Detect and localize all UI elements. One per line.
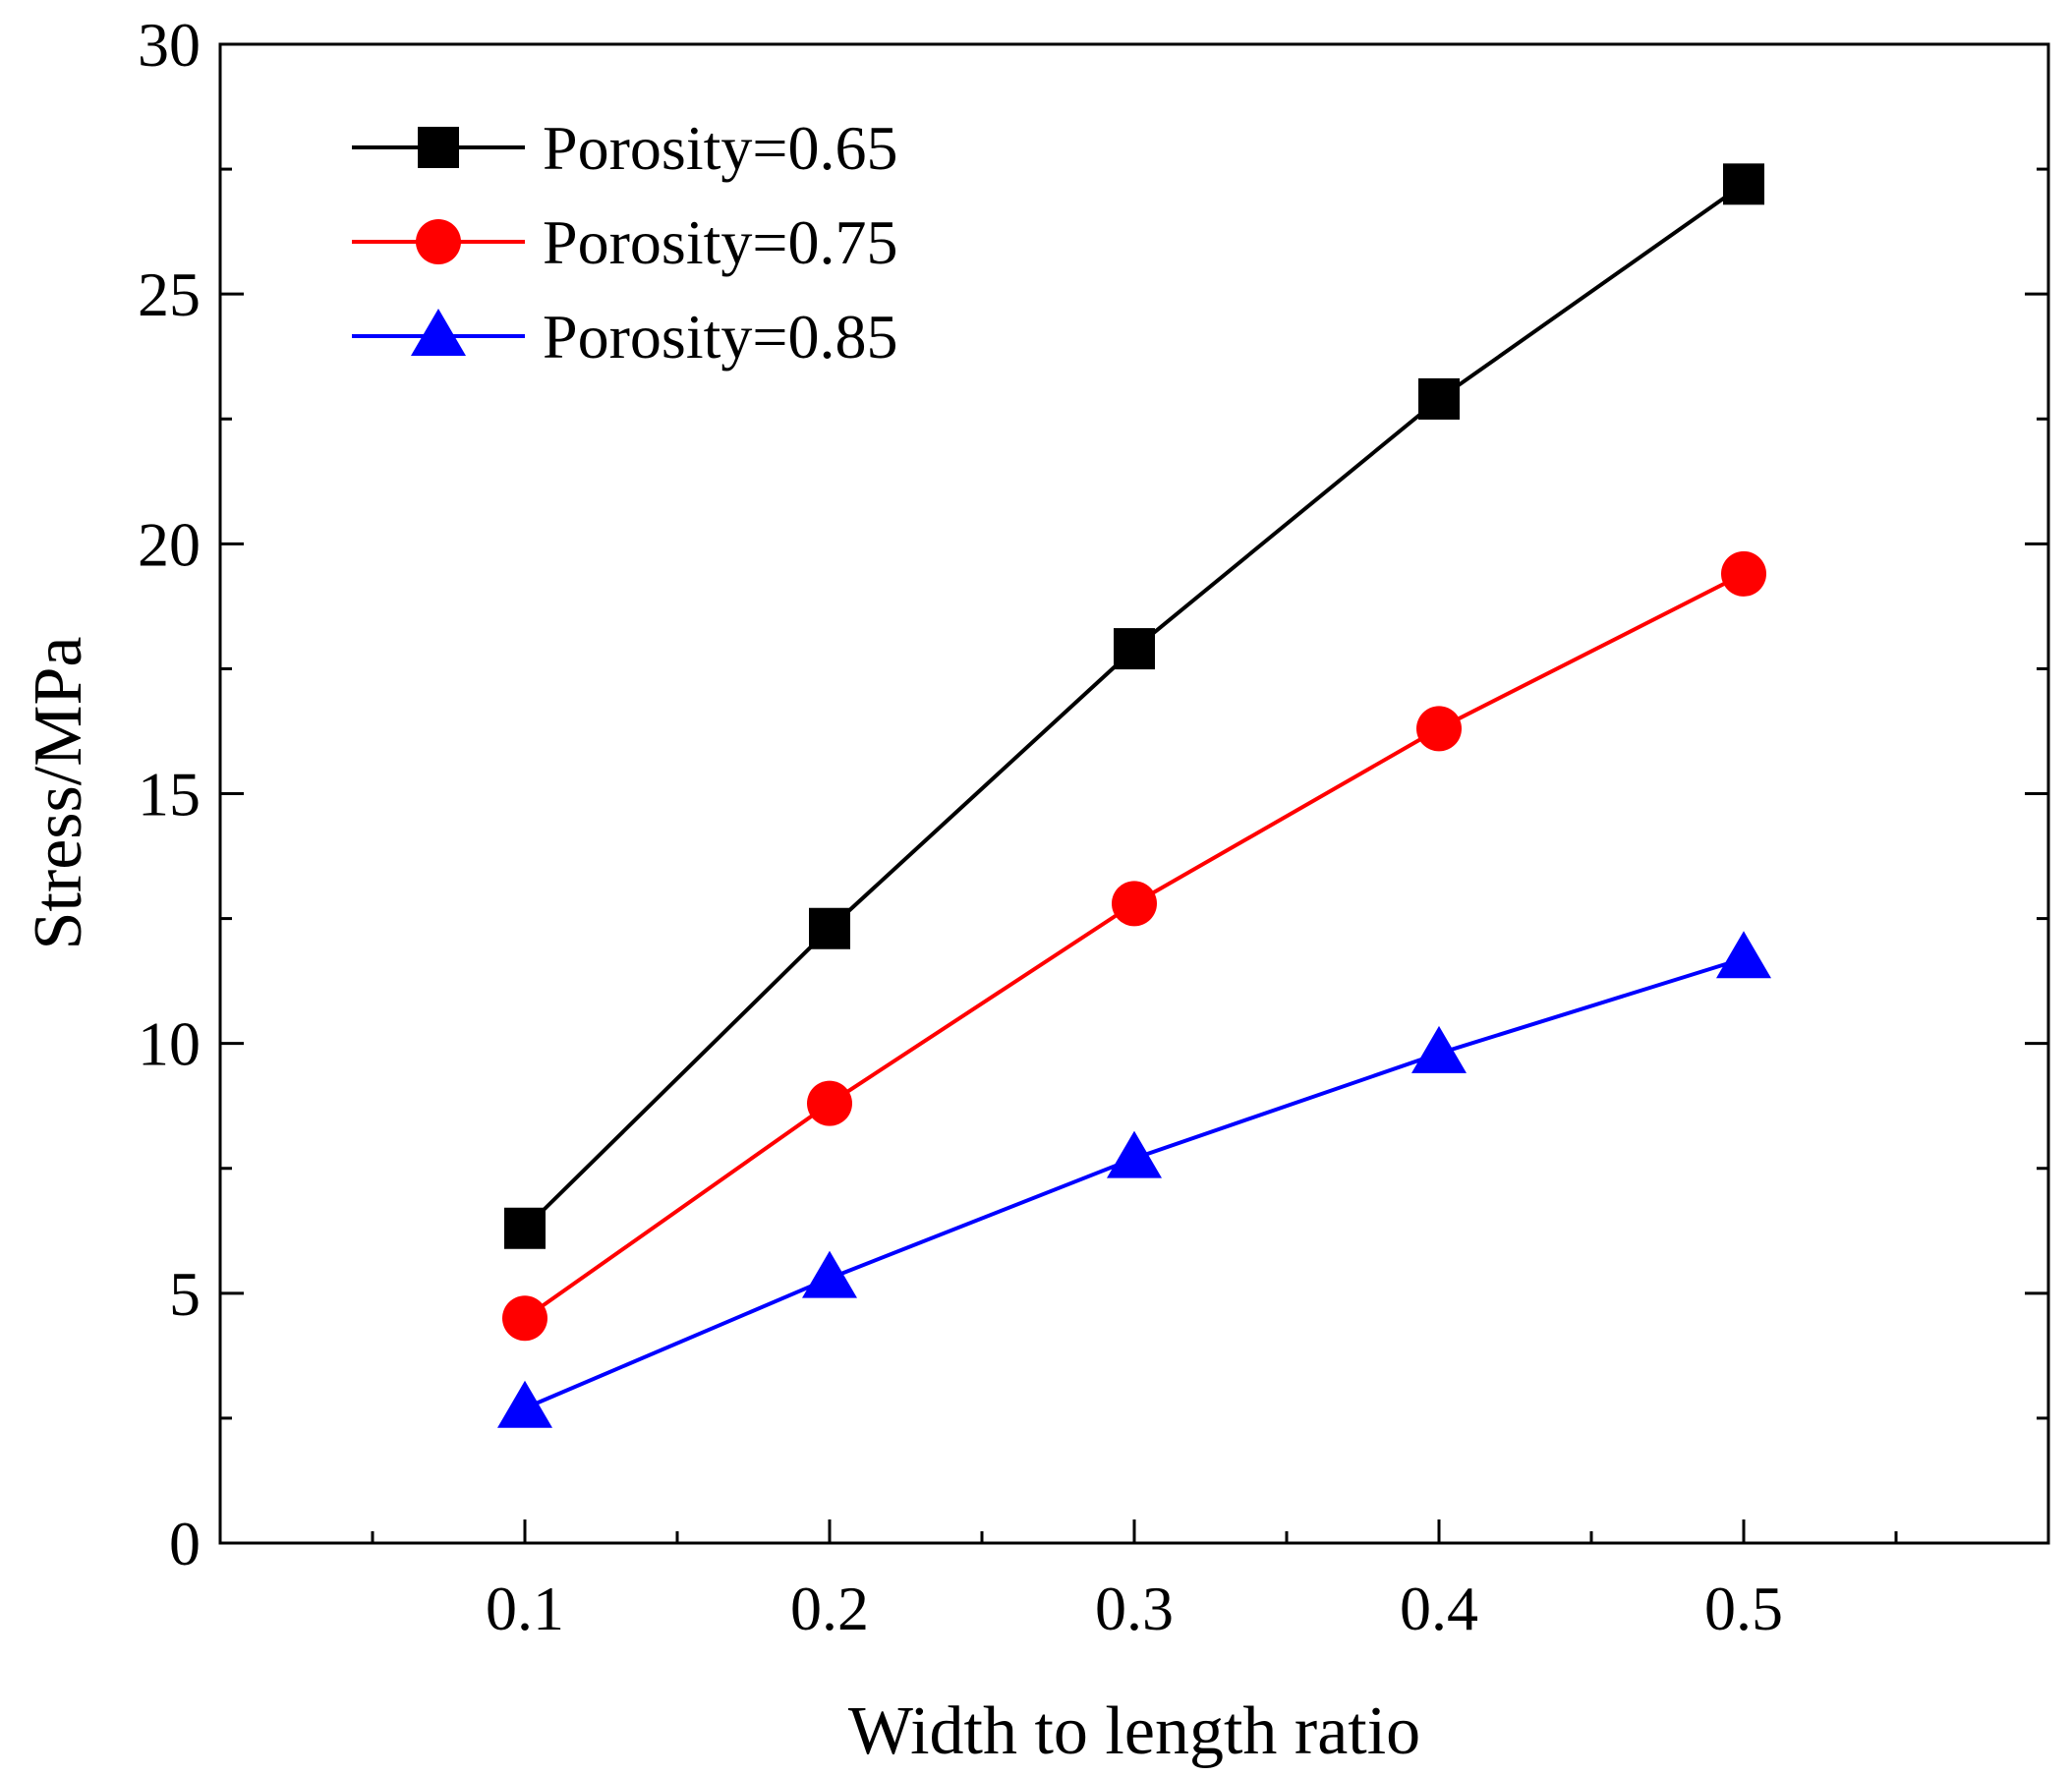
data-point <box>802 1250 857 1298</box>
x-tick-label: 0.5 <box>1704 1574 1783 1643</box>
data-point <box>1114 628 1155 670</box>
legend-marker <box>416 219 461 264</box>
legend-item: Porosity=0.65 <box>352 113 897 183</box>
x-axis: 0.1 0.2 0.3 0.4 0.5 <box>371 1519 1898 1643</box>
x-tick-label: 0.2 <box>790 1574 869 1643</box>
y-tick-label: 25 <box>138 259 201 329</box>
plot-area <box>218 42 2050 1545</box>
x-axis-title: Width to length ratio <box>848 1693 1420 1769</box>
legend-marker <box>418 127 459 168</box>
x-tick-label: 0.3 <box>1095 1574 1174 1643</box>
series-line <box>523 572 1745 1320</box>
legend-label: Porosity=0.65 <box>543 113 897 183</box>
data-point <box>502 1295 547 1342</box>
data-point <box>504 1207 546 1249</box>
data-point <box>1723 163 1764 205</box>
y-tick-label: 15 <box>138 760 201 830</box>
y-tick-label: 5 <box>169 1259 201 1329</box>
series-3 <box>497 931 1771 1428</box>
legend-label: Porosity=0.75 <box>543 207 897 277</box>
data-point <box>807 1080 852 1126</box>
legend: Porosity=0.65 Porosity=0.75 Porosity=0.85 <box>352 113 897 372</box>
legend-item: Porosity=0.85 <box>352 302 897 372</box>
data-point <box>1721 550 1766 597</box>
series-1 <box>504 163 1764 1249</box>
data-point <box>1107 1130 1162 1178</box>
data-point <box>497 1380 552 1428</box>
y-tick-label: 30 <box>138 10 201 80</box>
series-line <box>524 956 1745 1410</box>
y-axis-title: Stress/MPa <box>21 637 96 950</box>
legend-label: Porosity=0.85 <box>543 302 897 372</box>
legend-marker <box>411 309 466 356</box>
data-point <box>1416 706 1462 752</box>
legend-item: Porosity=0.75 <box>352 207 897 277</box>
data-point <box>1112 881 1157 927</box>
x-tick-label: 0.4 <box>1400 1574 1478 1643</box>
data-point <box>809 907 850 949</box>
data-point <box>1418 377 1460 420</box>
series-2 <box>502 550 1766 1342</box>
data-point <box>1411 1025 1467 1073</box>
x-tick-label: 0.1 <box>486 1574 564 1643</box>
series-layer <box>497 163 1771 1428</box>
y-axis: 0 5 10 15 20 25 30 <box>138 10 2048 1578</box>
y-tick-label: 0 <box>169 1509 201 1578</box>
data-point <box>1716 931 1771 979</box>
y-tick-label: 20 <box>138 509 201 579</box>
y-tick-label: 10 <box>138 1009 201 1079</box>
